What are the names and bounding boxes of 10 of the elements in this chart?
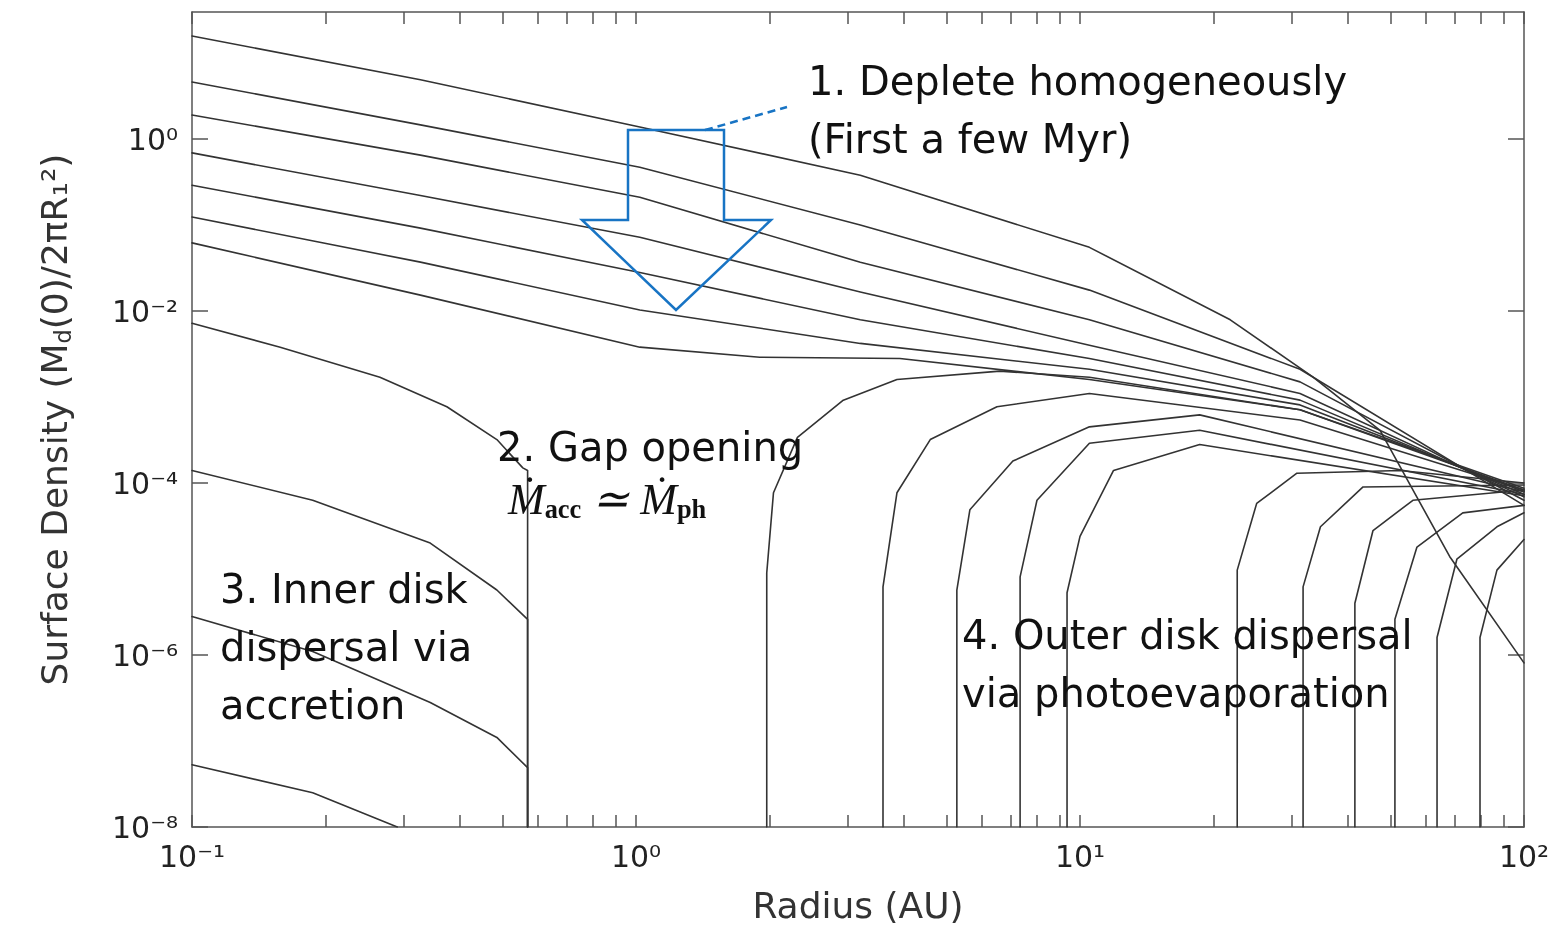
x-tick-label: 10²	[1498, 838, 1550, 874]
annotation: 1. Deplete homogeneously (First a few Myr)	[808, 58, 1348, 162]
y-tick-label: 10⁻²	[111, 293, 178, 329]
y-tick-label: 10⁰	[127, 121, 178, 157]
y-axis-title: Surface Density (Md(0)/2πR₁²)	[34, 153, 76, 686]
x-axis-title: Radius (AU)	[752, 884, 964, 926]
x-tick-label: 10¹	[1054, 838, 1106, 874]
y-tick-label: 10⁻⁴	[111, 465, 178, 501]
y-tick-label: 10⁻⁶	[111, 637, 178, 673]
x-tick-label: 10⁰	[610, 838, 662, 874]
